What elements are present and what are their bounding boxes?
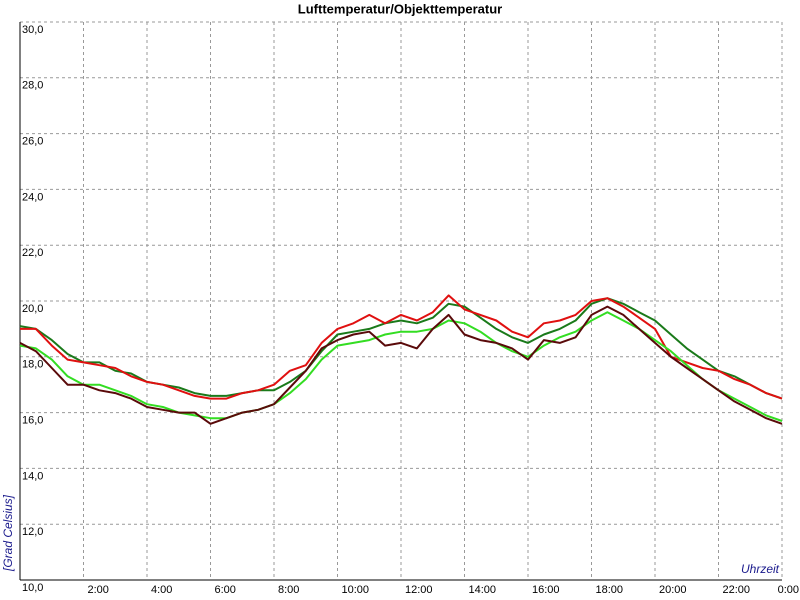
y-tick-label: 28,0 — [22, 80, 43, 92]
y-tick-label: 20,0 — [22, 303, 43, 315]
y-tick-label: 16,0 — [22, 415, 43, 427]
y-tick-label: 22,0 — [22, 247, 43, 259]
x-tick-label: 10:00 — [342, 584, 370, 596]
data-line — [20, 294, 783, 400]
x-tick-label: 16:00 — [532, 584, 560, 596]
x-tick-label: 4:00 — [151, 584, 172, 596]
y-tick-label: 26,0 — [22, 136, 43, 148]
y-axis-title: [Grad Celsius] — [1, 494, 15, 572]
data-line — [19, 305, 783, 425]
x-tick-label: 18:00 — [596, 584, 624, 596]
data-line — [19, 311, 783, 422]
x-tick-label: 22:00 — [723, 584, 751, 596]
y-tick-label: 18,0 — [22, 359, 43, 371]
y-tick-label: 30,0 — [22, 24, 43, 36]
x-tick-label: 14:00 — [469, 584, 497, 596]
x-axis-title: Uhrzeit — [741, 562, 780, 576]
y-tick-label: 12,0 — [22, 526, 43, 538]
x-tick-label: 20:00 — [659, 584, 687, 596]
x-tick-label: 6:00 — [215, 584, 236, 596]
y-tick-label: 14,0 — [22, 470, 43, 482]
x-tick-label: 12:00 — [405, 584, 433, 596]
x-tick-label: 2:00 — [88, 584, 109, 596]
y-tick-label: 10,0 — [22, 582, 43, 594]
y-tick-label: 24,0 — [22, 191, 43, 203]
x-tick-label: 8:00 — [278, 584, 299, 596]
x-tick-label: 0:00 — [778, 584, 799, 596]
chart-title: Lufttemperatur/Objekttemperatur — [298, 1, 502, 16]
